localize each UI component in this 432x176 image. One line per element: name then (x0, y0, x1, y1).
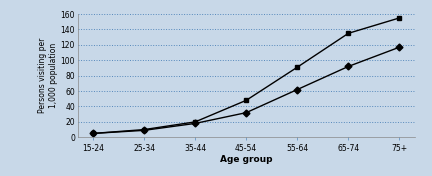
Men (244, 112, 249, 114)
Men (90, 132, 95, 134)
Y-axis label: Persons visiting per
1,000 population: Persons visiting per 1,000 population (38, 38, 58, 113)
Women (142, 128, 147, 131)
Women (346, 32, 351, 34)
Women (244, 99, 249, 101)
Men (346, 65, 351, 67)
Men (193, 122, 198, 124)
Men (295, 89, 300, 91)
X-axis label: Age group: Age group (220, 155, 273, 164)
Women (193, 121, 198, 123)
Men (397, 46, 402, 48)
Women (295, 66, 300, 68)
Men (142, 129, 147, 131)
Line: Women: Women (91, 15, 402, 136)
Women (90, 132, 95, 134)
Women (397, 17, 402, 19)
Line: Men: Men (91, 45, 402, 136)
